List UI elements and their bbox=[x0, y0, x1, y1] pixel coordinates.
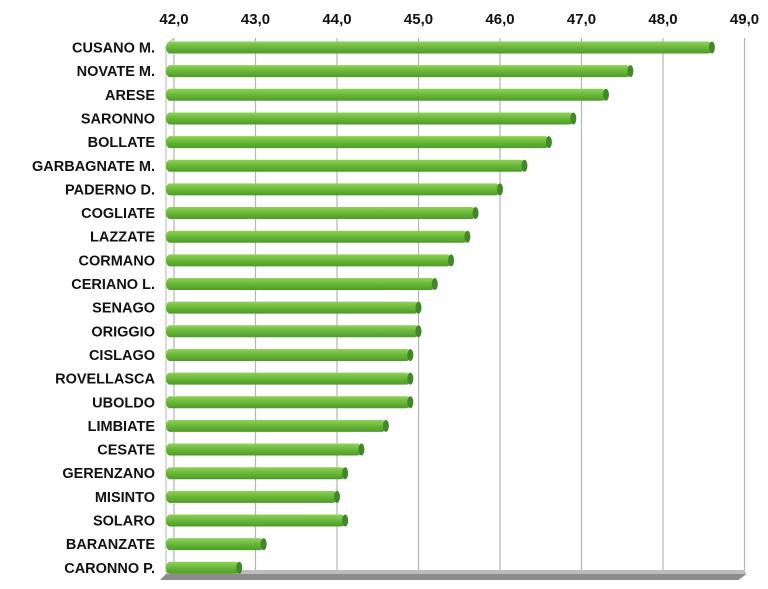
bar bbox=[166, 207, 476, 220]
bar-end-cap bbox=[342, 514, 349, 527]
bar-end-cap bbox=[431, 278, 438, 290]
bar bbox=[166, 561, 240, 574]
category-label: PADERNO D. bbox=[65, 182, 155, 198]
category-label: SOLARO bbox=[93, 514, 155, 530]
bar-end-cap bbox=[334, 490, 340, 503]
bar bbox=[166, 419, 386, 432]
bar bbox=[166, 230, 468, 243]
tick-label: 43,0 bbox=[241, 11, 270, 28]
bar-end-cap bbox=[236, 561, 243, 574]
bar bbox=[166, 65, 631, 78]
bar bbox=[166, 467, 346, 480]
tick-label: 44,0 bbox=[322, 11, 351, 28]
bar-end-cap bbox=[602, 88, 609, 101]
category-label: LAZZATE bbox=[90, 230, 155, 246]
category-label: CISLAGO bbox=[89, 348, 155, 364]
category-label: MISINTO bbox=[95, 490, 155, 506]
tick-label: 42,0 bbox=[159, 11, 188, 28]
bar-end-cap bbox=[521, 159, 528, 172]
category-labels: CUSANO M. NOVATE M. ARESE SARONNO BOLLATE GAR… bbox=[32, 41, 155, 577]
bar bbox=[166, 490, 337, 503]
category-label: BOLLATE bbox=[88, 135, 156, 151]
bar bbox=[166, 183, 500, 196]
category-label: SARONNO bbox=[81, 111, 155, 127]
bars bbox=[166, 41, 715, 574]
bar bbox=[166, 136, 549, 149]
bar-end-cap bbox=[407, 372, 414, 385]
category-label: ORIGGIO bbox=[91, 324, 155, 340]
x-axis-ticks: 42,0 43,0 44,0 45,0 46,0 47,0 48,0 49,0 bbox=[159, 11, 759, 28]
bar-end-cap bbox=[407, 396, 414, 409]
bar bbox=[166, 41, 712, 54]
chart-floor bbox=[160, 570, 747, 580]
category-label: ROVELLASCA bbox=[55, 372, 155, 388]
bar bbox=[166, 278, 435, 290]
category-label: COGLIATE bbox=[81, 206, 155, 222]
bar bbox=[166, 301, 419, 314]
bar-end-cap bbox=[497, 183, 503, 196]
bar bbox=[166, 372, 411, 385]
bar-end-cap bbox=[708, 41, 715, 54]
category-label: GERENZANO bbox=[62, 466, 155, 482]
category-label: NOVATE M. bbox=[77, 64, 155, 80]
tick-label: 47,0 bbox=[567, 11, 596, 28]
bar bbox=[166, 159, 525, 172]
bar bbox=[166, 348, 411, 361]
category-label: UBOLDO bbox=[92, 395, 155, 411]
bar-end-cap bbox=[415, 325, 422, 338]
bar-end-cap bbox=[342, 467, 349, 480]
floor-top bbox=[166, 570, 747, 574]
bar-end-cap bbox=[448, 254, 455, 267]
tick-label: 45,0 bbox=[404, 11, 433, 28]
tick-label: 49,0 bbox=[730, 11, 759, 28]
bar-end-cap bbox=[472, 207, 479, 220]
bar-end-cap bbox=[627, 65, 634, 78]
bar-end-cap bbox=[358, 443, 365, 456]
bar bbox=[166, 88, 606, 101]
floor-plane bbox=[160, 574, 747, 580]
category-label: ARESE bbox=[105, 88, 155, 104]
bar bbox=[166, 112, 574, 125]
bar bbox=[166, 396, 411, 409]
bar bbox=[166, 254, 452, 267]
bar-end-cap bbox=[570, 112, 577, 125]
bar bbox=[166, 538, 264, 551]
tick-label: 46,0 bbox=[485, 11, 514, 28]
category-label: CUSANO M. bbox=[72, 41, 155, 57]
category-label: SENAGO bbox=[92, 301, 155, 317]
tick-label: 48,0 bbox=[648, 11, 677, 28]
category-label: CORMANO bbox=[78, 253, 155, 269]
bar-end-cap bbox=[545, 136, 552, 149]
category-label: LIMBIATE bbox=[88, 419, 156, 435]
bar-end-cap bbox=[382, 419, 389, 432]
bar bbox=[166, 325, 419, 338]
category-label: CARONNO P. bbox=[64, 561, 155, 577]
bar-end-cap bbox=[415, 301, 422, 314]
category-label: CERIANO L. bbox=[71, 277, 155, 293]
bar-end-cap bbox=[260, 538, 267, 551]
bar-end-cap bbox=[407, 348, 414, 361]
bar bbox=[166, 443, 362, 456]
category-label: BARANZATE bbox=[66, 537, 155, 553]
category-label: CESATE bbox=[97, 443, 155, 459]
bar bbox=[166, 514, 346, 527]
category-label: GARBAGNATE M. bbox=[32, 159, 155, 175]
bar-end-cap bbox=[464, 230, 471, 243]
